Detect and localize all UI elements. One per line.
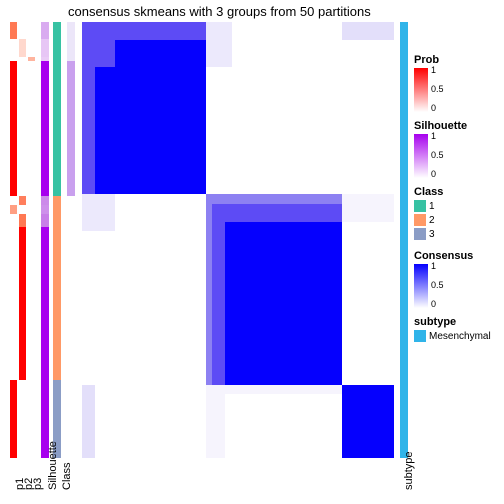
legend-title: subtype — [414, 316, 500, 328]
legend-title: Class — [414, 186, 500, 198]
axis-label-Class: Class — [61, 462, 73, 490]
legend-swatch — [414, 330, 426, 342]
legend-title: Silhouette — [414, 120, 500, 132]
annot-gap — [67, 22, 75, 458]
legend-subtype: subtype Mesenchymal — [414, 316, 500, 344]
annot-col-Class — [53, 22, 61, 458]
annot-col-p1 — [10, 22, 17, 458]
legend-gradient — [414, 68, 428, 112]
legend-swatch — [414, 228, 426, 240]
annot-col-p3 — [28, 22, 35, 458]
legend-Consensus: Consensus10.50 — [414, 250, 500, 308]
subtype-annotation — [400, 22, 408, 458]
chart-container: consensus skmeans with 3 groups from 50 … — [0, 0, 504, 504]
legend-Class: Class 123 — [414, 186, 500, 242]
axis-label-p3: p3 — [32, 478, 44, 490]
left-annotations — [10, 22, 77, 458]
legend-swatch — [414, 200, 426, 212]
axis-label-subtype: subtype — [403, 451, 415, 490]
annot-col-p2 — [19, 22, 26, 458]
legend-item: 3 — [414, 228, 500, 242]
legend-swatch — [414, 214, 426, 226]
legend-gradient — [414, 134, 428, 178]
axis-label-Silhouette: Silhouette — [47, 441, 59, 490]
legend-item: Mesenchymal — [414, 330, 500, 344]
legend-Prob: Prob10.50 — [414, 54, 500, 112]
chart-title: consensus skmeans with 3 groups from 50 … — [68, 4, 371, 19]
legend-title: Prob — [414, 54, 500, 66]
legend-panel: Prob10.50 Silhouette10.50 Class 123 Consensu… — [414, 54, 500, 352]
consensus-heatmap — [82, 22, 394, 458]
legend-item: 1 — [414, 200, 500, 214]
legend-title: Consensus — [414, 250, 500, 262]
legend-gradient — [414, 264, 428, 308]
legend-Silhouette: Silhouette10.50 — [414, 120, 500, 178]
annot-col-Silhouette — [41, 22, 49, 458]
legend-item: 2 — [414, 214, 500, 228]
